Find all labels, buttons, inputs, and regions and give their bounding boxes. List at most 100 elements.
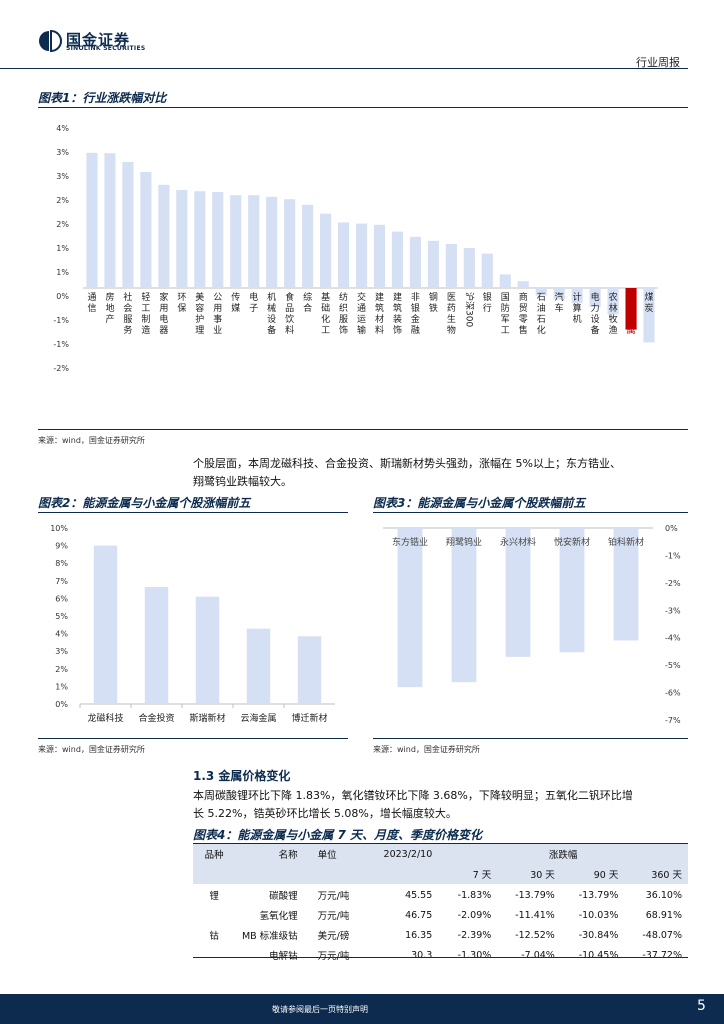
x-tick-label: 非银金融	[411, 291, 420, 336]
y-tick-label: 0%	[665, 524, 678, 533]
header-variety: 品种	[204, 850, 224, 861]
y-tick-label: 1%	[55, 682, 68, 691]
bar	[176, 190, 188, 288]
table-row: 氢氧化锂 万元/吨 46.75 -2.09% -11.41% -10.03% 6…	[193, 905, 688, 925]
bar	[391, 231, 404, 288]
bar	[373, 224, 386, 288]
figure3-top-rule	[373, 512, 688, 513]
x-tick-label: 石油石化	[537, 293, 546, 336]
x-tick-label: 沪深300	[463, 292, 475, 327]
header-7d: 7 天	[472, 870, 492, 881]
header-30d: 30 天	[530, 870, 555, 881]
figure4-caption: 图表4：能源金属与小金属 7 天、月度、季度价格变化	[193, 828, 483, 842]
brand-name-en: SINOLINK SECURITIES	[66, 45, 146, 52]
bar	[463, 248, 475, 288]
y-tick-label: 4%	[56, 124, 69, 133]
price-change-paragraph: 本周碳酸锂环比下降 1.83%，氧化镨钕环比下降 3.68%，下降较明显；五氧化…	[193, 787, 693, 823]
cell-30d: -7.04%	[521, 949, 555, 961]
x-tick-label: 翔鹭钨业	[446, 536, 482, 548]
x-tick-label: 合金投资	[138, 712, 174, 724]
bar	[445, 244, 457, 288]
x-tick-label: 综合	[303, 291, 312, 314]
x-tick-label: 电力设备	[591, 291, 600, 336]
y-tick-label: -7%	[665, 716, 681, 725]
cell-variety	[193, 905, 235, 925]
y-tick-label: 3%	[56, 172, 69, 181]
y-tick-label: 10%	[50, 524, 68, 533]
y-tick-label: 2%	[55, 665, 68, 674]
x-tick-label: 国防军工	[501, 292, 510, 336]
bar	[158, 184, 170, 288]
x-tick-label: 基础化工	[321, 291, 330, 336]
cell-90d: -30.84%	[578, 929, 619, 941]
figure2-top-rule	[38, 512, 348, 513]
footer-bar	[0, 994, 724, 1024]
y-tick-label: 4%	[55, 630, 68, 639]
table-row: 锂 碳酸锂 万元/吨 45.55 -1.83% -13.79% -13.79% …	[193, 884, 688, 906]
cell-name: 碳酸锂	[269, 891, 298, 902]
cell-7d: -2.39%	[457, 929, 492, 941]
figure3-caption: 图表3：能源金属与小金属个股跌幅前五	[373, 496, 586, 510]
footer-disclaimer: 敬请参阅最后一页特别声明	[272, 1005, 368, 1014]
figure3-bottom-rule	[373, 738, 688, 739]
figure2-bottom-rule	[38, 738, 348, 739]
y-tick-label: -5%	[665, 661, 681, 670]
figure1-top-rule	[38, 107, 688, 108]
bar	[122, 162, 134, 288]
bar	[505, 528, 531, 657]
bar	[194, 191, 206, 288]
cell-price: 46.75	[405, 909, 433, 921]
bar	[140, 172, 152, 288]
x-tick-label: 商贸零售	[519, 291, 528, 336]
stock-summary-line2: 翔鹭钨业跌幅较大。	[193, 475, 292, 488]
bar	[607, 288, 619, 315]
x-tick-label: 有色金属	[627, 291, 636, 336]
x-tick-label: 斯瑞新材	[189, 712, 225, 724]
x-tick-label: 食品饮料	[285, 291, 294, 336]
y-tick-label: 5%	[55, 612, 68, 621]
table-header-row: 品种 名称 单位 2023/2/10 涨跌幅	[193, 844, 688, 864]
price-table: 品种 名称 单位 2023/2/10 涨跌幅 7 天 30 天 90 天 360…	[193, 844, 688, 965]
x-tick-label: 农林牧渔	[609, 291, 618, 336]
bar	[613, 528, 639, 641]
header-unit: 单位	[317, 850, 337, 861]
figure2-source: 来源：wind，国金证券研究所	[38, 745, 145, 754]
cell-360d: 36.10%	[645, 889, 682, 901]
cell-price: 16.35	[405, 929, 433, 941]
x-tick-label: 轻工制造	[141, 291, 150, 336]
x-tick-label: 纺织服饰	[339, 291, 348, 336]
bar	[499, 274, 511, 288]
cell-unit: 万元/吨	[317, 911, 350, 922]
y-tick-label: 0%	[55, 700, 68, 709]
x-tick-label: 医药生物	[447, 292, 456, 336]
x-tick-label: 家用电器	[159, 291, 168, 336]
y-tick-label: 8%	[55, 559, 68, 568]
cell-360d: -48.07%	[642, 929, 682, 941]
header-name: 名称	[278, 850, 298, 861]
cell-360d: -37.72%	[642, 949, 682, 961]
x-tick-label: 龙磁科技	[87, 712, 123, 724]
bar	[230, 195, 242, 288]
x-tick-label: 传媒	[231, 291, 240, 314]
bar	[104, 153, 116, 288]
y-tick-label: 7%	[55, 577, 68, 586]
table-subheader-row: 7 天 30 天 90 天 360 天	[193, 864, 688, 885]
cell-variety: 锂	[209, 891, 219, 902]
bar	[266, 196, 278, 288]
cell-name: 氢氧化锂	[259, 911, 298, 922]
x-tick-label: 公用事业	[213, 292, 222, 336]
y-tick-label: -3%	[665, 606, 681, 615]
bar	[571, 288, 583, 304]
bar	[427, 240, 439, 288]
stock-summary-line1: 个股层面，本周龙磁科技、合金投资、斯瑞新材势头强劲，涨幅在 5%以上；东方锆业、	[193, 457, 621, 470]
x-tick-label: 通信	[87, 292, 96, 314]
x-tick-label: 建筑材料	[375, 291, 384, 336]
bar	[246, 628, 271, 704]
bar	[625, 288, 637, 330]
x-tick-label: 建筑装饰	[393, 291, 402, 336]
report-type: 行业周报	[636, 56, 680, 69]
bar	[409, 236, 421, 288]
bar	[451, 528, 477, 683]
cell-7d: -1.83%	[457, 889, 492, 901]
x-tick-label: 云海金属	[240, 712, 276, 724]
